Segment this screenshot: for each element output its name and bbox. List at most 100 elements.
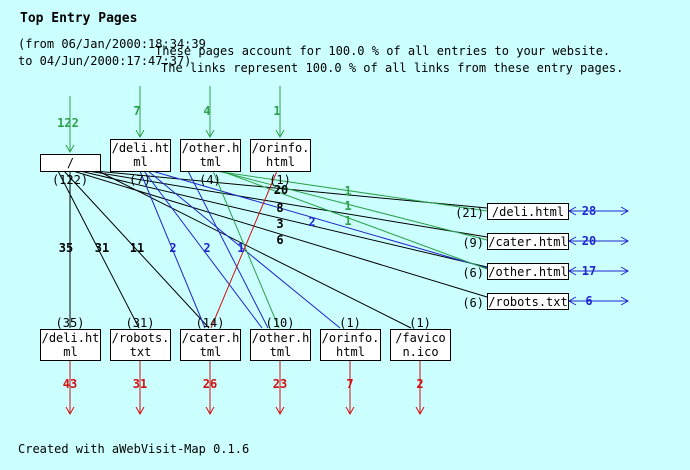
- linked-page-box-deli: /deli.html: [487, 203, 569, 220]
- through-arrows: [567, 206, 630, 306]
- link-line: [187, 170, 269, 329]
- period-end: to 04/Jun/2000:17:47:37): [18, 54, 192, 68]
- link-line: [72, 170, 488, 298]
- through-arrowhead-icon: [620, 266, 630, 276]
- inlink-total-label: (14): [195, 316, 225, 330]
- link-line: [220, 170, 488, 270]
- linked-page-box-cater: /cater.html: [487, 233, 569, 250]
- link-line: [210, 170, 278, 329]
- exit-arrowhead-icon: [205, 406, 215, 416]
- blue-link-lines: [139, 170, 488, 329]
- link-count-label: 11: [129, 241, 145, 255]
- link-count-label: 3: [276, 217, 284, 231]
- link-count-label: 1: [237, 241, 245, 255]
- credit-line: Created with aWebVisit-Map 0.1.6: [18, 442, 250, 456]
- exit-arrowhead-icon: [135, 406, 145, 416]
- inlink-total-label: (9): [462, 236, 484, 250]
- entry-arrowhead-icon: [275, 129, 285, 139]
- link-count-label: 1: [344, 199, 352, 213]
- exit-count-label: 43: [62, 377, 78, 391]
- inlink-total-label: (1): [339, 316, 361, 330]
- exit-page-box-robots: /robots.txt: [110, 329, 171, 361]
- inlink-total-label: (6): [462, 296, 484, 310]
- entry-count-label: 4: [203, 104, 211, 118]
- green-link-lines: [212, 170, 488, 329]
- link-line: [143, 170, 263, 329]
- inlink-total-label: (10): [265, 316, 295, 330]
- exit-arrowhead-icon: [415, 406, 425, 416]
- entry-count-label: 7: [133, 104, 141, 118]
- through-arrowhead-icon: [567, 206, 577, 216]
- link-count-label: 6: [276, 233, 284, 247]
- entry-arrowhead-icon: [205, 129, 215, 139]
- inlink-total-label: (1): [409, 316, 431, 330]
- link-count-label: 31: [94, 241, 110, 255]
- inlink-total-label: (21): [455, 206, 484, 220]
- link-count-label: 2: [203, 241, 211, 255]
- exit-count-label: 2: [416, 377, 424, 391]
- through-count-label: 6: [585, 294, 593, 308]
- through-arrowhead-icon: [620, 206, 630, 216]
- exit-arrowhead-icon: [275, 406, 285, 416]
- inlink-total-label: (31): [125, 316, 155, 330]
- link-line: [212, 170, 280, 329]
- exit-page-box-other: /other.html: [250, 329, 311, 361]
- through-count-label: 20: [581, 234, 597, 248]
- entry-page-box-orinfo: /orinfo.html: [250, 139, 311, 172]
- exit-page-box-deli: /deli.html: [40, 329, 101, 361]
- exit-arrows: [65, 361, 425, 416]
- entry-arrowhead-icon: [65, 144, 75, 154]
- link-line: [97, 170, 412, 329]
- exit-arrowhead-icon: [345, 406, 355, 416]
- entry-count-label: 122: [57, 116, 79, 130]
- link-line: [87, 170, 488, 238]
- entry-total-label: (1): [269, 173, 291, 187]
- entry-arrowhead-icon: [135, 129, 145, 139]
- link-line: [63, 170, 210, 329]
- link-line: [214, 170, 488, 212]
- link-count-label: 1: [344, 184, 352, 198]
- page-title: Top Entry Pages: [20, 11, 138, 26]
- inlink-total-label: (35): [55, 316, 85, 330]
- link-count-label: 8: [276, 201, 284, 215]
- entry-page-box-root: /: [40, 154, 101, 172]
- through-count-label: 17: [581, 264, 597, 278]
- exit-count-label: 23: [272, 377, 288, 391]
- entry-count-label: 1: [273, 104, 281, 118]
- exit-count-label: 7: [346, 377, 354, 391]
- link-count-label: 1: [344, 214, 352, 228]
- link-line: [151, 170, 488, 269]
- link-line: [79, 170, 488, 268]
- entries-note: These pages account for 100.0 % of all e…: [155, 44, 611, 58]
- entry-arrows: [65, 86, 285, 154]
- through-arrowhead-icon: [567, 296, 577, 306]
- link-line: [57, 170, 140, 329]
- link-count-label: 2: [308, 215, 316, 229]
- exit-count-label: 31: [132, 377, 148, 391]
- link-count-label: 20: [273, 183, 289, 197]
- through-count-label: 28: [581, 204, 597, 218]
- exit-arrowhead-icon: [65, 406, 75, 416]
- through-arrowhead-icon: [567, 266, 577, 276]
- links-note: The links represent 100.0 % of all links…: [161, 61, 624, 75]
- exit-count-label: 26: [202, 377, 218, 391]
- link-line: [217, 170, 488, 241]
- entry-total-label: (122): [51, 173, 89, 187]
- entry-total-label: (4): [199, 173, 221, 187]
- entry-page-box-deli: /deli.html: [110, 139, 171, 172]
- red-link-lines: [210, 170, 278, 329]
- link-count-label: 2: [169, 241, 177, 255]
- link-line: [139, 170, 206, 329]
- entry-page-box-other: /other.html: [180, 139, 241, 172]
- through-arrowhead-icon: [620, 236, 630, 246]
- entry-total-label: (7): [129, 173, 151, 187]
- period-start: (from 06/Jan/2000:18:34:39: [18, 37, 206, 51]
- exit-page-box-orinfo: /orinfo.html: [320, 329, 381, 361]
- through-arrowhead-icon: [567, 236, 577, 246]
- through-arrowhead-icon: [620, 296, 630, 306]
- inlink-total-label: (6): [462, 266, 484, 280]
- link-count-label: 35: [58, 241, 74, 255]
- linked-page-box-robots: /robots.txt: [487, 293, 569, 310]
